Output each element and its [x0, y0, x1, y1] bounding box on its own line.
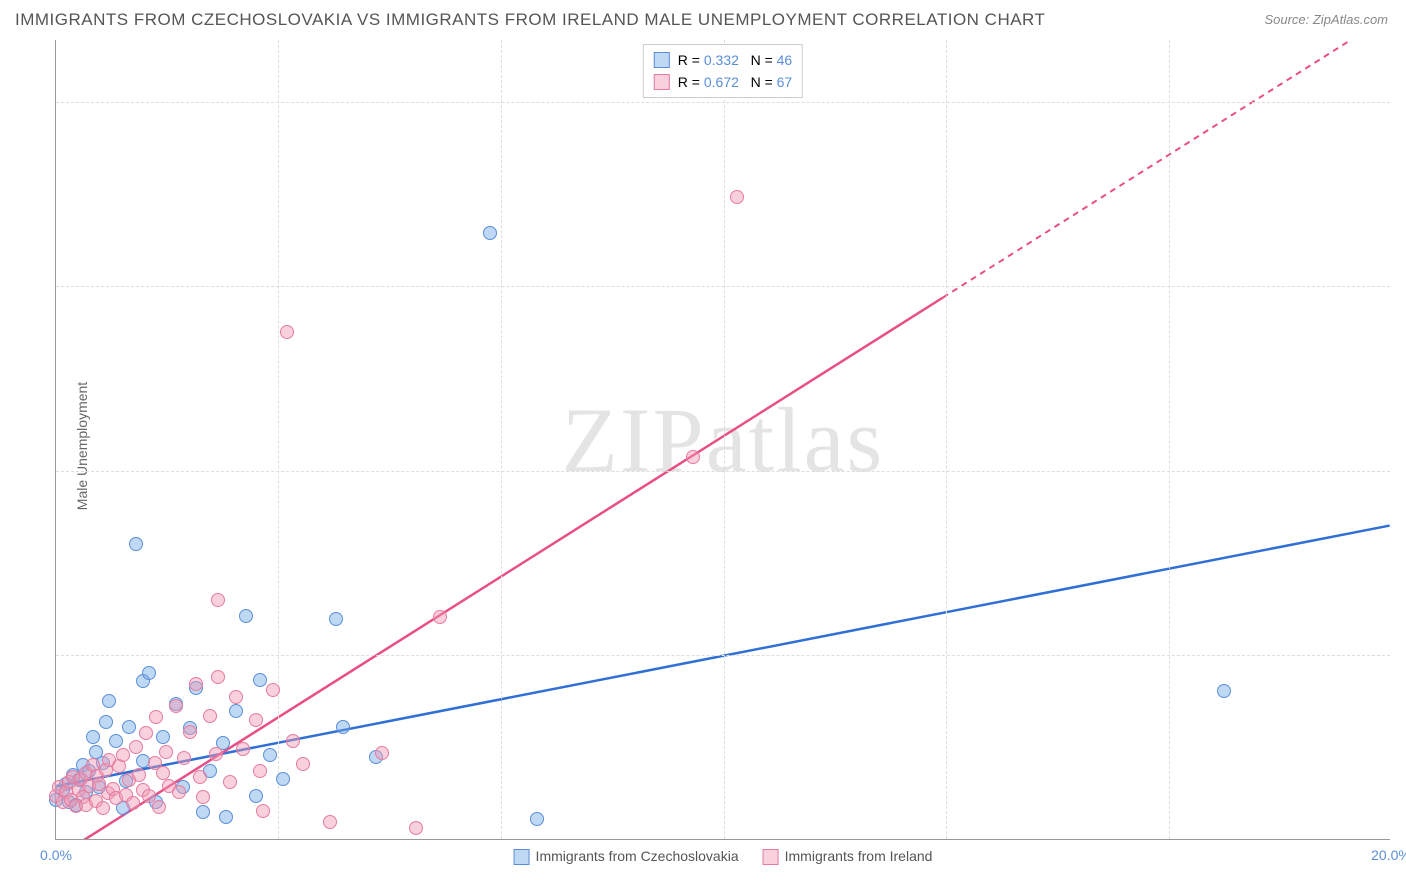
data-point [196, 805, 210, 819]
data-point [142, 666, 156, 680]
data-point [249, 713, 263, 727]
data-point [129, 537, 143, 551]
data-point [183, 725, 197, 739]
data-point [116, 748, 130, 762]
data-point [409, 821, 423, 835]
data-point [730, 190, 744, 204]
data-point [129, 740, 143, 754]
data-point [96, 801, 110, 815]
plot-area: ZIPatlas R = 0.332 N = 46 R = 0.672 N = … [55, 40, 1390, 840]
data-point [286, 734, 300, 748]
data-point [223, 775, 237, 789]
data-point [219, 810, 233, 824]
data-point [203, 709, 217, 723]
data-point [296, 757, 310, 771]
legend-item: Immigrants from Ireland [763, 848, 933, 865]
data-point [266, 683, 280, 697]
data-point [152, 800, 166, 814]
data-point [122, 720, 136, 734]
data-point [177, 751, 191, 765]
data-point [132, 768, 146, 782]
data-point [102, 694, 116, 708]
source-label: Source: ZipAtlas.com [1264, 12, 1388, 27]
data-point [229, 690, 243, 704]
data-point [236, 742, 250, 756]
swatch-icon [654, 52, 670, 68]
data-point [189, 677, 203, 691]
legend-text: R = 0.672 N = 67 [678, 71, 792, 93]
data-point [483, 226, 497, 240]
data-point [229, 704, 243, 718]
legend-item: Immigrants from Czechoslovakia [514, 848, 739, 865]
correlation-legend: R = 0.332 N = 46 R = 0.672 N = 67 [643, 44, 803, 98]
swatch-icon [763, 849, 779, 865]
data-point [156, 730, 170, 744]
swatch-icon [654, 74, 670, 90]
data-point [211, 670, 225, 684]
data-point [256, 804, 270, 818]
data-point [126, 796, 140, 810]
series-legend: Immigrants from Czechoslovakia Immigrant… [514, 848, 933, 865]
data-point [253, 673, 267, 687]
data-point [280, 325, 294, 339]
data-point [253, 764, 267, 778]
data-point [169, 699, 183, 713]
data-point [329, 612, 343, 626]
data-point [211, 593, 225, 607]
data-point [86, 730, 100, 744]
data-point [433, 610, 447, 624]
x-tick-label: 0.0% [40, 847, 72, 863]
data-point [149, 710, 163, 724]
legend-text: R = 0.332 N = 46 [678, 49, 792, 71]
x-tick-label: 20.0% [1371, 847, 1406, 863]
data-point [193, 770, 207, 784]
data-point [159, 745, 173, 759]
data-point [336, 720, 350, 734]
legend-row: R = 0.672 N = 67 [654, 71, 792, 93]
data-point [172, 785, 186, 799]
data-point [99, 715, 113, 729]
data-point [530, 812, 544, 826]
data-point [139, 726, 153, 740]
data-point [686, 450, 700, 464]
data-point [249, 789, 263, 803]
data-point [323, 815, 337, 829]
data-point [156, 766, 170, 780]
data-point [276, 772, 290, 786]
data-point [1217, 684, 1231, 698]
swatch-icon [514, 849, 530, 865]
legend-row: R = 0.332 N = 46 [654, 49, 792, 71]
data-point [196, 790, 210, 804]
data-point [375, 746, 389, 760]
data-point [239, 609, 253, 623]
chart-title: IMMIGRANTS FROM CZECHOSLOVAKIA VS IMMIGR… [15, 10, 1045, 30]
data-point [263, 748, 277, 762]
data-point [109, 734, 123, 748]
data-point [209, 747, 223, 761]
